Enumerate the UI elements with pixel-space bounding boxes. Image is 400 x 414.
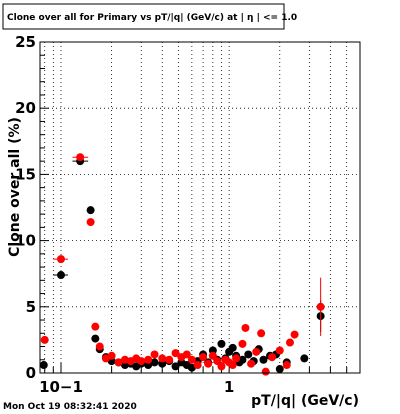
data-point [275, 346, 284, 355]
title-box [2, 3, 285, 30]
data-point [91, 322, 100, 331]
data-point [182, 350, 191, 359]
data-point [238, 355, 247, 364]
y-tick-label: 5 [26, 298, 36, 316]
data-point [285, 338, 294, 347]
data-point [217, 362, 226, 371]
data-point [158, 354, 167, 363]
grid-lines [40, 42, 360, 373]
y-tick-label: 15 [15, 165, 36, 183]
y-tick-label: 10 [15, 232, 36, 250]
y-tick-label: 25 [15, 33, 36, 51]
y-tick-label: 0 [26, 364, 36, 382]
data-point [259, 355, 268, 364]
data-point [187, 355, 196, 364]
data-points [39, 153, 325, 376]
data-point [150, 358, 159, 367]
axis-ticks [40, 41, 348, 374]
data-point [268, 353, 277, 362]
data-point [193, 361, 202, 370]
data-point [316, 302, 325, 311]
data-point [208, 351, 217, 360]
data-point [95, 342, 104, 351]
data-point [165, 355, 174, 364]
data-point [247, 359, 256, 368]
data-point [244, 350, 253, 359]
x-tick-label: 10−1 [39, 378, 83, 396]
y-tick-labels: 0 5 10 15 20 25 [15, 33, 36, 382]
data-point [252, 347, 261, 356]
data-point [144, 355, 153, 364]
data-point [107, 351, 116, 360]
data-point [300, 354, 309, 363]
data-point [290, 330, 299, 339]
data-point [171, 362, 180, 371]
data-point [204, 359, 213, 368]
data-point [40, 335, 49, 344]
timestamp: Mon Oct 19 08:32:41 2020 [3, 402, 137, 412]
data-point [228, 361, 237, 370]
data-point [241, 323, 250, 332]
x-tick-labels: 10−1 1 [39, 378, 234, 396]
data-point [114, 358, 123, 367]
x-tick-label: 1 [224, 378, 234, 396]
y-axis-title: Clone over all (%) [7, 117, 23, 257]
data-point [257, 329, 266, 338]
data-point [275, 365, 284, 374]
data-point [232, 354, 241, 363]
data-point [86, 218, 95, 227]
data-point [238, 339, 247, 348]
x-axis-title: pT/|q| (GeV/c) [251, 393, 359, 409]
data-point [86, 206, 95, 215]
chart-title: Clone over all for Primary vs pT/|q| (Ge… [7, 13, 297, 23]
data-point [228, 343, 237, 352]
data-point [91, 334, 100, 343]
data-point [261, 367, 270, 376]
plot-frame [39, 41, 361, 374]
data-point [57, 271, 66, 280]
data-point [39, 361, 48, 370]
data-point [171, 349, 180, 358]
data-point [150, 350, 159, 359]
data-point [137, 357, 146, 366]
data-point [199, 353, 208, 362]
data-point [282, 361, 291, 370]
data-point [217, 339, 226, 348]
data-point [76, 153, 85, 162]
data-point [57, 255, 66, 264]
y-tick-label: 20 [15, 99, 36, 117]
